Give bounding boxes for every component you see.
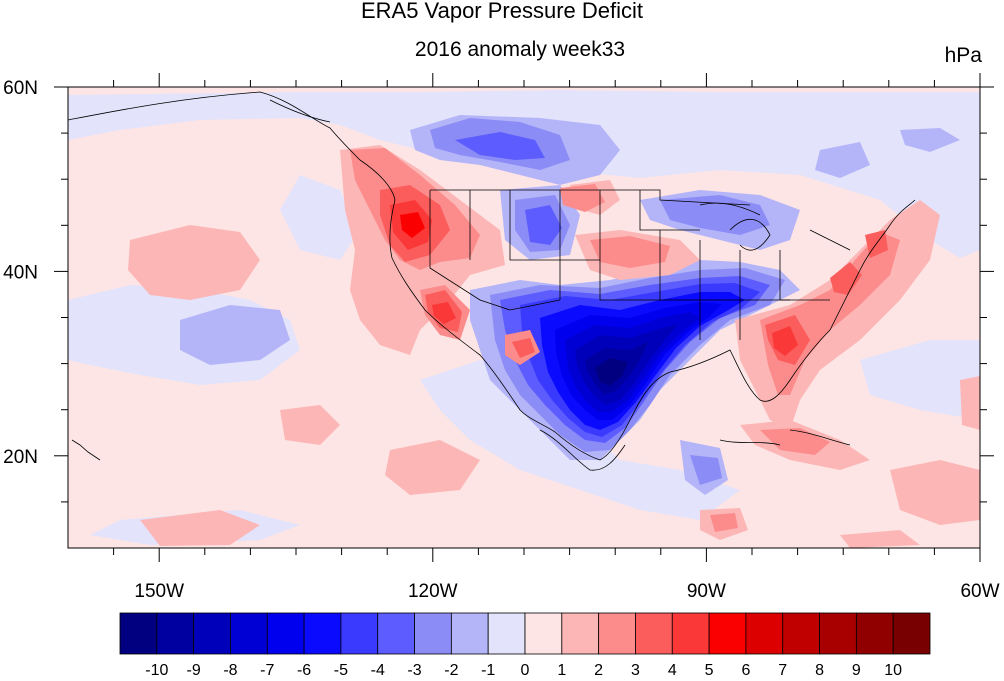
colorbar-swatch [819, 612, 857, 655]
lon-label: 150W [134, 581, 184, 602]
colorbar-label: -3 [407, 662, 421, 679]
colorbar-label: 0 [521, 662, 530, 679]
colorbar-swatch [561, 612, 600, 655]
colorbar-swatch [782, 612, 820, 655]
lon-label: 60W [960, 581, 999, 602]
colorbar-swatch [598, 612, 636, 655]
colorbar-label: 10 [884, 662, 902, 679]
axis-ticks [54, 73, 994, 562]
colorbar-swatch [708, 612, 747, 655]
colorbar-label: 5 [705, 662, 714, 679]
colorbar-swatch [635, 612, 673, 655]
colorbar-label: 7 [778, 662, 787, 679]
colorbar-label: 1 [557, 662, 566, 679]
colorbar-label: -7 [260, 662, 274, 679]
colorbar-swatch [340, 612, 379, 655]
colorbar-label: -2 [444, 662, 458, 679]
colorbar-label: -1 [481, 662, 495, 679]
colorbar-label: 4 [668, 662, 677, 679]
colorbar-label: -4 [371, 662, 385, 679]
lon-label: 120W [408, 581, 458, 602]
longitude-labels: 150W 120W 90W 60W [134, 581, 999, 602]
colorbar-label: 6 [741, 662, 750, 679]
colorbar-label: -9 [187, 662, 201, 679]
colorbar-swatch [855, 612, 894, 655]
positive-5-6 [400, 212, 425, 238]
lat-label: 20N [3, 447, 38, 468]
colorbar-swatch [487, 612, 526, 655]
map-subtitle: 2016 anomaly week33 [414, 38, 626, 61]
colorbar-swatch [119, 612, 158, 655]
colorbar-swatch [414, 612, 452, 655]
colorbar-label: 8 [815, 662, 824, 679]
colorbar-swatch [156, 612, 195, 655]
colorbar-label: -5 [334, 662, 348, 679]
latitude-labels: 60N 40N 20N [3, 78, 38, 468]
colorbar-swatch [892, 612, 931, 655]
lat-label: 40N [3, 262, 38, 283]
coastlines [68, 91, 916, 471]
colorbar-swatch [377, 612, 415, 655]
colorbar-label: 3 [631, 662, 640, 679]
anomaly-field [68, 87, 980, 548]
colorbar-swatch [524, 612, 563, 655]
colorbar-label: -10 [145, 662, 168, 679]
lat-label: 60N [3, 78, 38, 99]
colorbar-label: 9 [852, 662, 861, 679]
colorbar-swatch [230, 612, 268, 655]
negative-over-10 [595, 358, 628, 386]
colorbar-swatch [266, 612, 305, 655]
colorbar [119, 612, 931, 655]
colorbar-swatch [671, 612, 710, 655]
units-label: hPa [944, 44, 982, 67]
colorbar-label: -8 [223, 662, 237, 679]
colorbar-label: -6 [297, 662, 311, 679]
colorbar-labels: -10 -9 -8 -7 -6 -5 -4 -3 -2 -1 0 1 2 3 4 5 6 7 8 9 10 [145, 662, 902, 679]
colorbar-swatch [450, 612, 489, 655]
colorbar-label: 2 [594, 662, 603, 679]
colorbar-swatch [303, 612, 342, 655]
colorbar-swatch [193, 612, 231, 655]
map-title: ERA5 Vapor Pressure Deficit [360, 0, 644, 23]
lon-label: 90W [687, 581, 726, 602]
colorbar-swatch [745, 612, 784, 655]
